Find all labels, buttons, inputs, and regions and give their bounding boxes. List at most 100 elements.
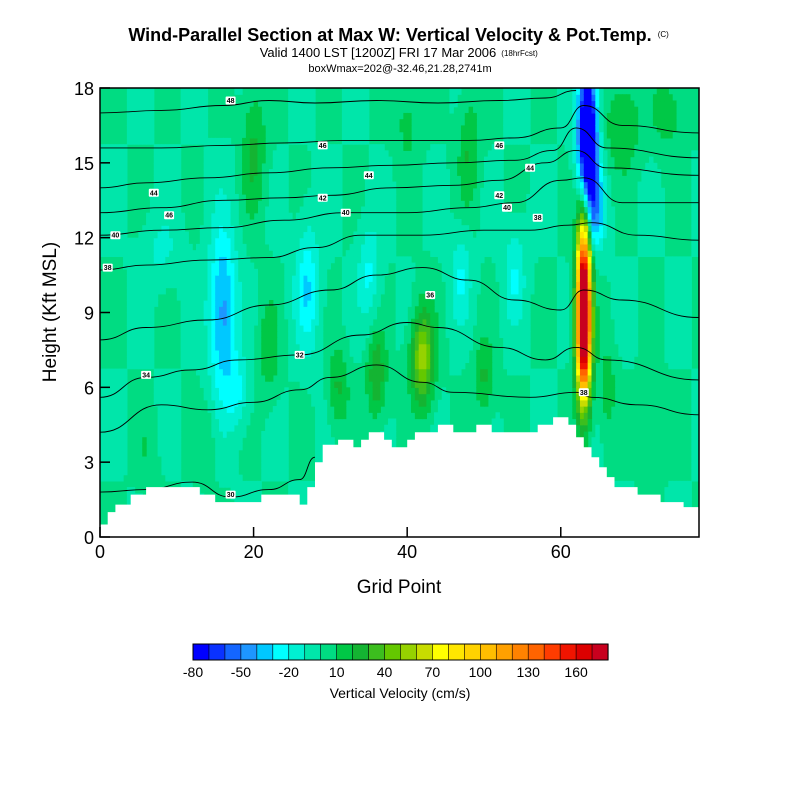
velocity-cell <box>464 293 470 301</box>
velocity-cell <box>257 106 262 114</box>
velocity-cell <box>526 368 531 376</box>
velocity-cell <box>238 343 243 351</box>
velocity-cell <box>107 424 113 432</box>
velocity-cell <box>372 399 378 407</box>
velocity-cell <box>307 194 312 201</box>
velocity-cell <box>142 262 147 270</box>
velocity-cell <box>123 218 128 226</box>
velocity-cell <box>361 281 366 289</box>
velocity-cell <box>172 468 178 476</box>
velocity-cell <box>361 88 366 95</box>
velocity-cell <box>403 281 408 289</box>
velocity-cell <box>215 474 220 482</box>
velocity-cell <box>172 474 178 482</box>
velocity-cell <box>134 88 139 95</box>
velocity-cell <box>234 300 239 307</box>
velocity-cell <box>364 268 370 276</box>
velocity-cell <box>480 399 485 407</box>
velocity-cell <box>268 418 274 426</box>
velocity-cell <box>376 349 381 357</box>
velocity-cell <box>103 474 109 482</box>
velocity-cell <box>203 218 209 226</box>
velocity-cell <box>253 275 259 282</box>
velocity-cell <box>495 181 500 189</box>
velocity-cell <box>361 306 366 314</box>
velocity-cell <box>176 275 182 282</box>
velocity-cell <box>203 169 209 176</box>
velocity-cell <box>311 200 316 208</box>
velocity-cell <box>123 187 128 195</box>
velocity-cell <box>380 368 385 376</box>
velocity-cell <box>222 137 228 145</box>
velocity-cell <box>115 206 120 214</box>
velocity-cell <box>334 194 339 201</box>
velocity-cell <box>230 418 235 426</box>
velocity-cell <box>303 243 308 251</box>
velocity-cell <box>211 225 216 233</box>
velocity-cell <box>318 437 324 445</box>
velocity-cell <box>215 455 220 463</box>
velocity-cell <box>103 250 109 257</box>
velocity-cell <box>268 181 274 189</box>
velocity-cell <box>364 318 370 326</box>
velocity-cell <box>215 194 220 201</box>
velocity-cell <box>357 256 362 264</box>
velocity-cell <box>533 374 539 382</box>
velocity-cell <box>564 94 570 102</box>
velocity-cell <box>207 275 212 282</box>
velocity-cell <box>284 387 289 395</box>
velocity-cell <box>257 493 262 501</box>
velocity-cell <box>211 430 216 438</box>
velocity-cell <box>372 162 378 170</box>
velocity-cell <box>372 281 378 289</box>
velocity-cell <box>142 443 147 451</box>
velocity-cell <box>526 306 531 314</box>
velocity-cell <box>541 250 547 257</box>
velocity-cell <box>295 268 301 276</box>
velocity-cell <box>368 343 374 351</box>
velocity-cell <box>545 156 550 164</box>
velocity-cell <box>368 362 374 370</box>
velocity-cell <box>549 225 554 233</box>
velocity-cell <box>222 324 228 332</box>
velocity-cell <box>203 206 209 214</box>
velocity-cell <box>560 262 566 270</box>
velocity-cell <box>165 374 170 382</box>
velocity-cell <box>349 112 355 120</box>
velocity-cell <box>322 250 328 257</box>
velocity-cell <box>165 443 170 451</box>
velocity-cell <box>100 430 105 438</box>
velocity-cell <box>211 331 216 339</box>
velocity-cell <box>376 387 381 395</box>
velocity-cell <box>330 399 335 407</box>
velocity-cell <box>391 430 397 438</box>
velocity-cell <box>399 125 404 133</box>
velocity-cell <box>230 393 235 401</box>
velocity-cell <box>222 306 228 314</box>
velocity-cell <box>288 256 293 264</box>
velocity-cell <box>107 150 113 158</box>
velocity-cell <box>103 443 109 451</box>
velocity-cell <box>518 331 523 339</box>
velocity-cell <box>457 324 462 332</box>
velocity-cell <box>556 356 562 363</box>
velocity-cell <box>157 243 163 251</box>
velocity-cell <box>322 424 328 432</box>
velocity-cell <box>153 387 159 395</box>
velocity-cell <box>311 131 316 139</box>
velocity-cell <box>307 256 312 264</box>
velocity-cell <box>460 268 466 276</box>
velocity-cell <box>510 293 516 301</box>
velocity-cell <box>361 243 366 251</box>
velocity-cell <box>291 231 297 239</box>
velocity-cell <box>249 150 255 158</box>
velocity-cell <box>518 337 523 345</box>
velocity-cell <box>103 406 109 413</box>
velocity-cell <box>357 112 362 120</box>
velocity-cell <box>364 131 370 139</box>
velocity-cell <box>530 156 535 164</box>
velocity-cell <box>249 144 255 151</box>
velocity-cell <box>245 144 251 151</box>
velocity-cell <box>499 231 504 239</box>
velocity-cell <box>157 437 163 445</box>
